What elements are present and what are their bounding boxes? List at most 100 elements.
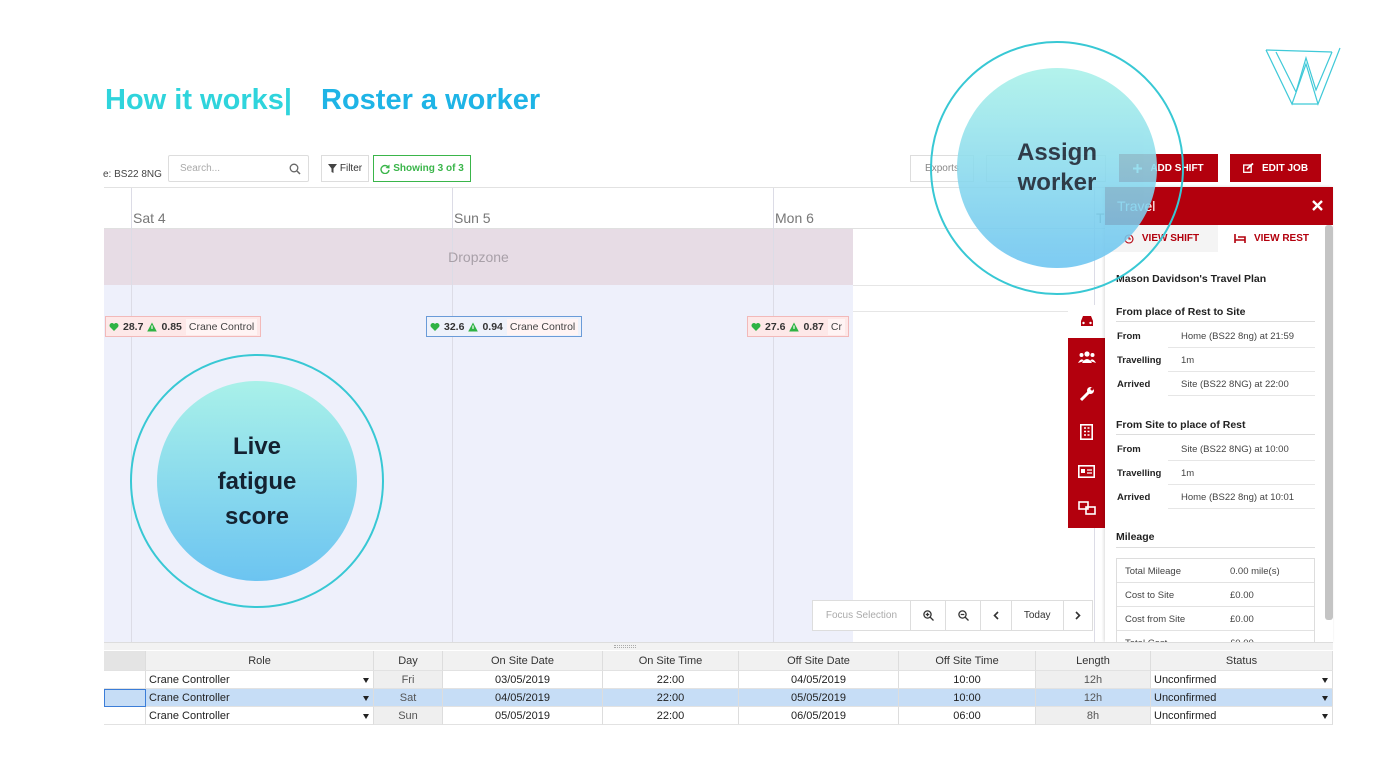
- transfer-icon[interactable]: [1078, 501, 1096, 515]
- edit-job-button[interactable]: EDIT JOB: [1230, 154, 1321, 182]
- mileage-value: £0.00: [1230, 614, 1254, 625]
- scrollbar[interactable]: [1325, 225, 1333, 620]
- edit-icon: [1242, 163, 1254, 173]
- zoom-out-button[interactable]: [946, 601, 982, 630]
- heart-icon: [430, 322, 440, 331]
- dropzone-label: Dropzone: [448, 249, 509, 265]
- table-cell[interactable]: Crane Controller: [146, 671, 374, 689]
- zoom-out-icon: [958, 610, 969, 621]
- prev-button[interactable]: [981, 601, 1012, 630]
- building-icon[interactable]: [1080, 424, 1093, 440]
- table-cell: 04/05/2019: [443, 689, 603, 707]
- table-cell[interactable]: Unconfirmed: [1151, 707, 1333, 725]
- chevron-left: [993, 611, 999, 620]
- zoom-controls: Focus Selection Today: [812, 600, 1093, 631]
- risk-score: 0.87: [803, 320, 824, 333]
- table-cell[interactable]: Unconfirmed: [1151, 671, 1333, 689]
- table-cell: 22:00: [603, 707, 739, 725]
- risk-score: 0.94: [482, 320, 503, 333]
- warning-icon: [789, 322, 800, 331]
- row-header: [104, 707, 146, 725]
- travel-tab-selected[interactable]: [1068, 305, 1105, 338]
- table-cell[interactable]: Crane Controller: [146, 689, 374, 707]
- fatigue-score: 27.6: [765, 320, 786, 333]
- column-header: Length: [1036, 651, 1151, 671]
- header-line: [104, 228, 1105, 229]
- chevron-right: [1075, 611, 1081, 620]
- zoom-in-icon: [922, 610, 934, 621]
- travel-value: Home (BS22 8ng) at 21:59: [1181, 331, 1295, 342]
- today-button[interactable]: Today: [1012, 601, 1064, 630]
- filter-button[interactable]: Filter: [321, 155, 369, 182]
- column-header: Status: [1151, 651, 1333, 671]
- search-placeholder: Search...: [180, 163, 221, 174]
- title-part1: How it works|: [105, 84, 292, 116]
- day-label: Sun 5: [454, 210, 491, 226]
- table-cell: 10:00: [899, 689, 1036, 707]
- team-icon[interactable]: [1078, 351, 1096, 363]
- day-line: [452, 188, 453, 642]
- separator: [1168, 460, 1315, 461]
- focus-label: Focus Selection: [825, 610, 898, 621]
- search-icon: [289, 163, 301, 175]
- day-line: [773, 188, 774, 642]
- mileage-value: £0.00: [1230, 590, 1254, 601]
- next-button[interactable]: [1064, 601, 1092, 630]
- dropdown-caret: [363, 696, 369, 701]
- showing-button[interactable]: Showing 3 of 3: [373, 155, 471, 182]
- day-label: Sat 4: [133, 210, 166, 226]
- table-cell: Sun: [374, 707, 443, 725]
- dropdown-caret: [363, 678, 369, 683]
- warning-icon: [147, 322, 158, 331]
- table-cell[interactable]: Crane Controller: [146, 707, 374, 725]
- table-cell[interactable]: Unconfirmed: [1151, 689, 1333, 707]
- column-header: Off Site Time: [899, 651, 1036, 671]
- logo: [1265, 47, 1341, 106]
- refresh-icon: [380, 164, 390, 174]
- mileage-label: Total Cost: [1125, 638, 1167, 642]
- warning-icon: [468, 322, 479, 331]
- focus-selection-button[interactable]: Focus Selection: [813, 601, 911, 630]
- side-icon-bar: [1068, 305, 1105, 528]
- close-icon[interactable]: [1312, 200, 1323, 211]
- travel-value: 1m: [1181, 468, 1195, 479]
- fatigue-score: 32.6: [444, 320, 465, 333]
- separator: [1116, 434, 1315, 435]
- zoom-in-button[interactable]: [911, 601, 947, 630]
- column-header: On Site Time: [603, 651, 739, 671]
- shift-chip[interactable]: 27.6 0.87 Cr: [747, 316, 849, 337]
- id-card-icon[interactable]: [1078, 465, 1095, 478]
- table-cell: 8h: [1036, 707, 1151, 725]
- view-rest-label: VIEW REST: [1253, 233, 1309, 244]
- view-rest-tab[interactable]: VIEW REST: [1218, 225, 1325, 252]
- shift-chip[interactable]: 28.7 0.85 Crane Control: [105, 316, 262, 337]
- risk-score: 0.85: [161, 320, 182, 333]
- table-cell: 05/05/2019: [443, 707, 603, 725]
- wrench-icon[interactable]: [1079, 386, 1095, 402]
- row-header-cell: [104, 651, 146, 671]
- travel-value: 1m: [1181, 355, 1195, 366]
- separator: [1168, 395, 1315, 396]
- separator: [1168, 371, 1315, 372]
- shift-table: Role Day On Site Date On Site Time Off Site …: [104, 651, 1333, 725]
- column-header: Role: [146, 651, 374, 671]
- fatigue-label: Live fatigue score: [217, 432, 297, 530]
- row-line: [853, 311, 1105, 312]
- search-box[interactable]: Search...: [168, 155, 309, 182]
- travel-label: Arrived: [1117, 379, 1151, 390]
- table-cell: 06/05/2019: [739, 707, 899, 725]
- table-cell: 10:00: [899, 671, 1036, 689]
- splitter[interactable]: [104, 642, 1333, 650]
- edit-job-label: EDIT JOB: [1261, 162, 1309, 174]
- assign-label: Assign worker: [1016, 139, 1097, 196]
- table-cell: 22:00: [603, 671, 739, 689]
- travel-label: From: [1117, 331, 1141, 342]
- column-header: On Site Date: [443, 651, 603, 671]
- dropdown-caret: [363, 714, 369, 719]
- shift-chip[interactable]: 32.6 0.94 Crane Control: [426, 316, 583, 337]
- callout-ring: [130, 354, 384, 608]
- filter-label: Filter: [339, 163, 363, 174]
- travel-label: From: [1117, 444, 1141, 455]
- dropdown-caret: [1322, 678, 1328, 683]
